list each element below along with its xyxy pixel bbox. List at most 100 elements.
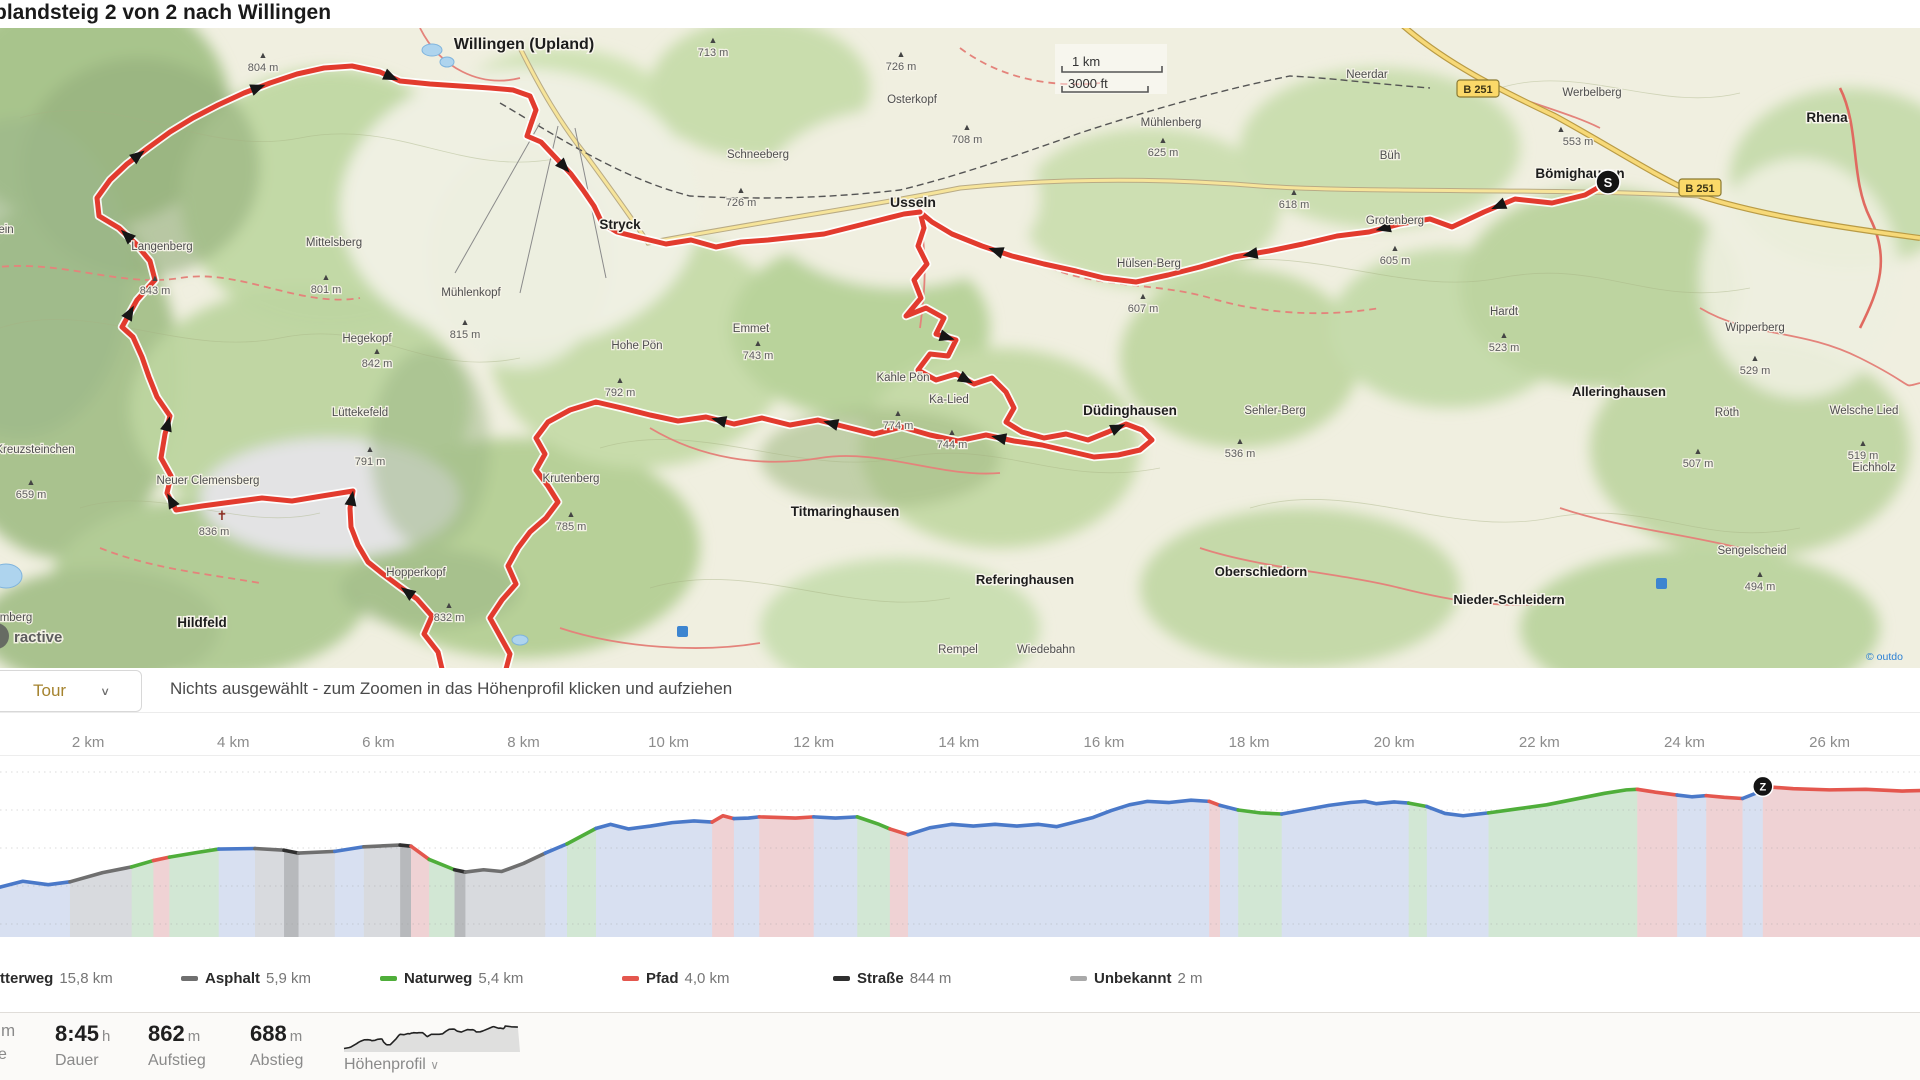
peak-icon: ▲ xyxy=(1391,243,1400,253)
elevation-label: 708 m xyxy=(952,134,983,146)
tour-dropdown[interactable]: Tour ∨ xyxy=(0,670,142,712)
place-label: mberg xyxy=(0,612,32,624)
legend-name: Naturweg xyxy=(404,970,473,987)
x-axis-tick: 6 km xyxy=(362,734,395,751)
legend-name: Straße xyxy=(857,970,904,987)
profile-line-asphalt xyxy=(296,849,337,855)
town-label: Referinghausen xyxy=(976,572,1074,587)
profile-line-asphalt xyxy=(253,846,286,853)
stat-abstieg: 688 m Abstieg xyxy=(250,1021,304,1069)
x-axis-tick: 2 km xyxy=(71,734,105,751)
profile-line-pfad xyxy=(1207,799,1222,808)
peak-icon: ▲ xyxy=(1159,135,1168,145)
elevation-label: 774 m xyxy=(883,420,914,432)
elevation-label: 726 m xyxy=(726,197,757,209)
place-label: Werbelberg xyxy=(1562,87,1621,99)
elevation-label: 529 m xyxy=(1740,365,1771,377)
x-axis-tick: 16 km xyxy=(1083,734,1125,751)
x-axis-tick: 22 km xyxy=(1518,734,1560,751)
place-label: ein xyxy=(0,224,14,236)
legend-dash-icon xyxy=(1070,976,1087,981)
route-direction-arrow xyxy=(129,150,145,165)
town-label: Willingen (Upland) xyxy=(454,36,594,53)
x-axis-tick: 12 km xyxy=(793,734,835,751)
map-attribution[interactable]: © outdo xyxy=(1866,651,1903,663)
water-features xyxy=(0,43,1667,646)
elevation-label: 726 m xyxy=(886,61,917,73)
profile-line-naturweg xyxy=(565,826,598,846)
profile-line-schotterweg xyxy=(811,815,860,820)
x-axis-tick: 20 km xyxy=(1373,734,1415,751)
peak-icon: ▲ xyxy=(445,600,454,610)
town-label: Rhena xyxy=(1806,110,1848,125)
profile-line-asphalt xyxy=(463,851,548,874)
profile-area xyxy=(0,786,1920,937)
profile-line-naturweg xyxy=(1236,808,1284,816)
peak-icon: ▲ xyxy=(616,375,625,385)
profile-line-strasse xyxy=(282,848,301,855)
place-label: Neuer Clemensberg xyxy=(157,475,260,487)
elevation-label: 523 m xyxy=(1489,342,1520,354)
elevation-label: 842 m xyxy=(362,358,393,370)
watermark-text: ractive xyxy=(14,629,62,646)
peak-icon: ▲ xyxy=(1290,187,1299,197)
elevation-label: 625 m xyxy=(1148,147,1179,159)
peak-icon: ▲ xyxy=(754,338,763,348)
place-label: Mühlenberg xyxy=(1141,117,1202,129)
x-axis-line xyxy=(0,755,1920,756)
profile-line-pfad xyxy=(1761,784,1920,793)
elevation-label: 815 m xyxy=(450,329,481,341)
route-line[interactable] xyxy=(487,179,1611,668)
legend-value: 5,4 km xyxy=(478,970,524,987)
start-marker[interactable]: S xyxy=(1595,169,1621,195)
topo-map[interactable]: ✝Willingen (Upland)UsselnStryckBömighaus… xyxy=(0,28,1920,668)
legend-value: 844 m xyxy=(909,970,952,987)
forest-shading xyxy=(0,28,1920,668)
legend-name: Pfad xyxy=(646,970,679,987)
place-label: Lüttekefeld xyxy=(332,407,388,419)
place-label: Sehler-Berg xyxy=(1244,405,1305,417)
legend-name: Asphalt xyxy=(205,970,261,987)
legend-item-asphalt: Asphalt 5,9 km xyxy=(181,970,311,987)
peak-icon: ▲ xyxy=(737,185,746,195)
stat-aufstieg: 862 m Aufstieg xyxy=(148,1021,206,1069)
peak-icon: ▲ xyxy=(27,477,36,487)
route-direction-arrow xyxy=(121,305,134,322)
surface-legend: tterweg 15,8 km Asphalt 5,9 km Naturweg 5,4 k… xyxy=(0,962,1920,1008)
place-label: Hegekopf xyxy=(342,333,392,345)
route-line[interactable] xyxy=(94,63,923,668)
town-label: Nieder-Schleidern xyxy=(1453,592,1564,607)
x-axis-tick: 18 km xyxy=(1228,734,1270,751)
road-badge-label: B 251 xyxy=(1685,183,1714,195)
profile-line-schotterweg xyxy=(0,879,72,889)
route-direction-arrow xyxy=(988,247,1005,259)
place-label: Sengelscheid xyxy=(1717,545,1786,557)
profile-line-schotterweg xyxy=(543,842,569,855)
elevation-label: 607 m xyxy=(1128,303,1159,315)
place-label: Neerdar xyxy=(1346,69,1388,81)
elevation-label: 791 m xyxy=(355,456,386,468)
peak-icon: ▲ xyxy=(948,427,957,437)
map-canvas[interactable]: ✝ Willingen (Upland) Usseln Stryck Bömighaus… xyxy=(0,28,1920,668)
elevation-thumbnail xyxy=(343,1025,520,1052)
peak-icon: ▲ xyxy=(373,346,382,356)
x-axis-tick: 24 km xyxy=(1664,734,1705,751)
route-direction-arrow xyxy=(991,433,1008,446)
elevation-profile-chart[interactable]: Z xyxy=(0,756,1920,960)
peak-icon: ▲ xyxy=(1139,291,1148,301)
route-direction-arrow xyxy=(382,68,399,81)
chevron-down-icon: ∨ xyxy=(430,1058,440,1072)
profile-line-strasse xyxy=(452,867,468,874)
x-axis-tick: 14 km xyxy=(938,734,980,751)
peak-icon: ▲ xyxy=(259,50,268,60)
stat-dauer: 8:45 h Dauer xyxy=(55,1021,111,1069)
peak-icon: ▲ xyxy=(897,49,906,59)
profile-status-text: Nichts ausgewählt - zum Zoomen in das Hö… xyxy=(170,679,733,698)
hoehenprofil-toggle[interactable]: Höhenprofil ∨ xyxy=(344,1056,439,1074)
profile-line-naturweg xyxy=(1406,801,1429,809)
elevation-label: 744 m xyxy=(937,439,968,451)
town-label: Usseln xyxy=(890,194,936,210)
peak-icon: ▲ xyxy=(322,272,331,282)
profile-line-pfad xyxy=(710,813,736,824)
